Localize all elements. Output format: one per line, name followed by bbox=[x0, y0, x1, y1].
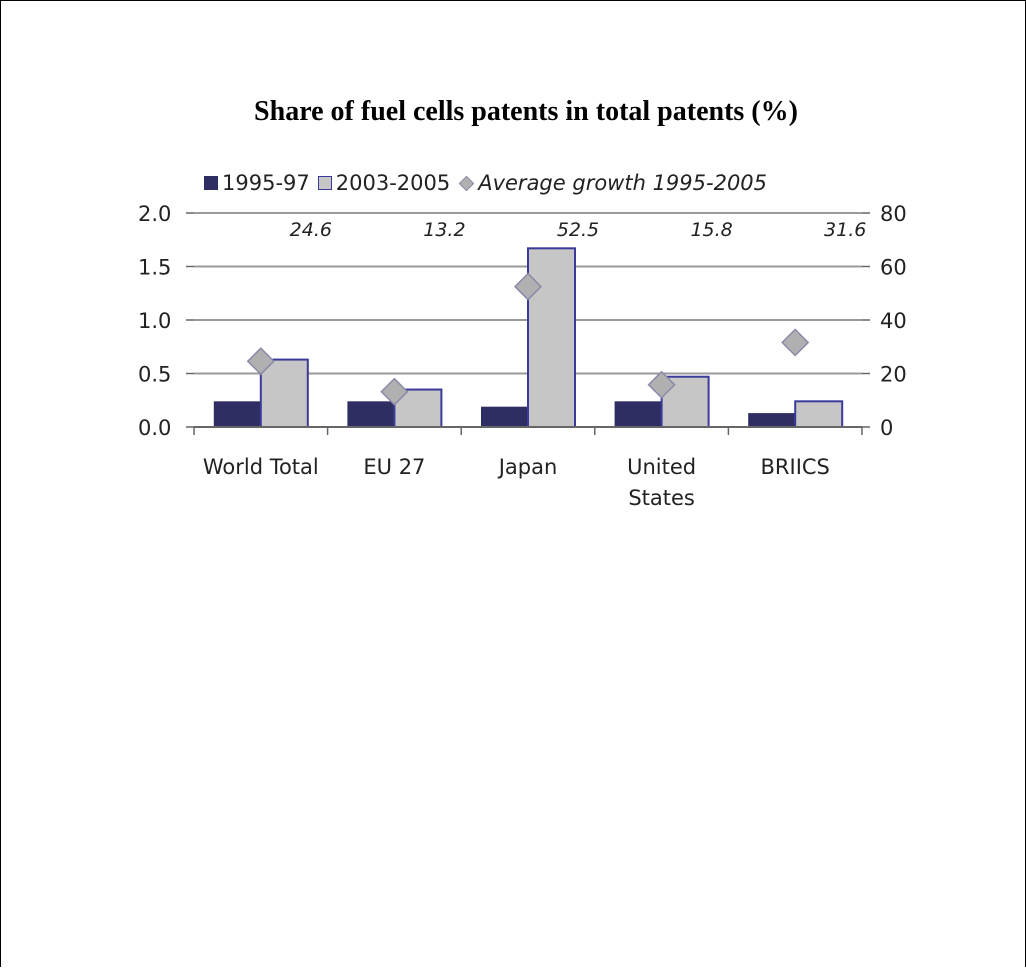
right-axis-tick-label: 60 bbox=[880, 256, 907, 280]
category-label: Japan bbox=[497, 455, 558, 479]
bar-2003-2005 bbox=[259, 358, 309, 428]
legend-label-2003-2005: 2003-2005 bbox=[335, 171, 451, 195]
bar-2003-2005 bbox=[794, 400, 844, 429]
growth-diamond-marker bbox=[647, 370, 676, 399]
growth-diamond-marker bbox=[513, 272, 543, 301]
bar-1995-97 bbox=[347, 401, 395, 427]
legend-item-2003-2005: 2003-2005 bbox=[317, 171, 451, 195]
right-axis-tick-label: 20 bbox=[880, 363, 907, 387]
data-label: 13.2 bbox=[423, 219, 465, 241]
data-label: 24.6 bbox=[290, 219, 332, 241]
data-label: 52.5 bbox=[557, 219, 599, 241]
legend-swatch-1995-97 bbox=[204, 176, 218, 190]
category-label: EU 27 bbox=[363, 455, 425, 479]
left-axis-tick-label: 0.0 bbox=[138, 416, 171, 440]
category-label: United bbox=[627, 455, 696, 479]
bar-1995-97 bbox=[213, 401, 261, 427]
right-axis-tick-label: 0 bbox=[880, 416, 893, 440]
category-label: World Total bbox=[203, 455, 319, 479]
bar-1995-97 bbox=[748, 413, 796, 427]
legend-label-average-growth: Average growth 1995-2005 bbox=[478, 171, 768, 195]
growth-diamond-marker bbox=[380, 377, 409, 406]
chart-title: Share of fuel cells patents in total pat… bbox=[254, 96, 798, 127]
data-label: 15.8 bbox=[690, 219, 732, 241]
chart-legend: 1995-97 2003-2005 Average growth 1995-20… bbox=[204, 168, 775, 198]
legend-item-average-growth: Average growth 1995-2005 bbox=[458, 171, 767, 195]
category-label: States bbox=[628, 486, 695, 510]
bar-1995-97 bbox=[481, 406, 528, 427]
left-axis-tick-label: 1.0 bbox=[138, 309, 171, 333]
left-axis-tick-label: 2.0 bbox=[138, 202, 171, 226]
left-axis-tick-label: 1.5 bbox=[138, 256, 171, 280]
legend-label-1995-97: 1995-97 bbox=[222, 171, 310, 195]
right-axis-tick-label: 40 bbox=[880, 309, 907, 333]
legend-swatch-2003-2005 bbox=[317, 176, 332, 190]
left-axis-tick-label: 0.5 bbox=[138, 363, 171, 387]
growth-diamond-marker bbox=[246, 347, 275, 376]
bar-2003-2005 bbox=[527, 247, 576, 428]
right-axis-tick-label: 80 bbox=[880, 202, 907, 226]
growth-diamond-marker bbox=[781, 328, 810, 357]
legend-item-1995-97: 1995-97 bbox=[204, 171, 310, 195]
bar-1995-97 bbox=[614, 401, 662, 427]
data-label: 31.6 bbox=[824, 219, 866, 241]
category-label: BRIICS bbox=[761, 455, 830, 479]
